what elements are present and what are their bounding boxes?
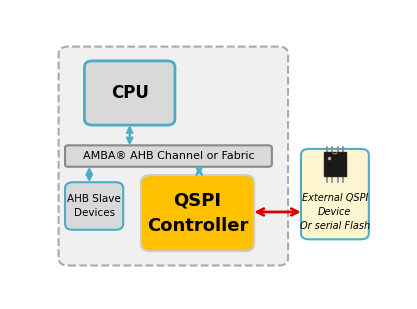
- FancyBboxPatch shape: [324, 152, 346, 176]
- FancyBboxPatch shape: [58, 47, 288, 265]
- FancyBboxPatch shape: [141, 175, 254, 251]
- FancyBboxPatch shape: [65, 182, 123, 230]
- Text: CPU: CPU: [111, 84, 148, 102]
- Text: QSPI
Controller: QSPI Controller: [147, 192, 248, 235]
- Text: AMBA® AHB Channel or Fabric: AMBA® AHB Channel or Fabric: [83, 151, 254, 161]
- Text: AHB Slave
Devices: AHB Slave Devices: [67, 194, 121, 218]
- FancyBboxPatch shape: [65, 145, 272, 167]
- FancyBboxPatch shape: [84, 61, 175, 125]
- FancyBboxPatch shape: [301, 149, 369, 239]
- Text: External QSPI
Device
Or serial Flash: External QSPI Device Or serial Flash: [300, 193, 370, 231]
